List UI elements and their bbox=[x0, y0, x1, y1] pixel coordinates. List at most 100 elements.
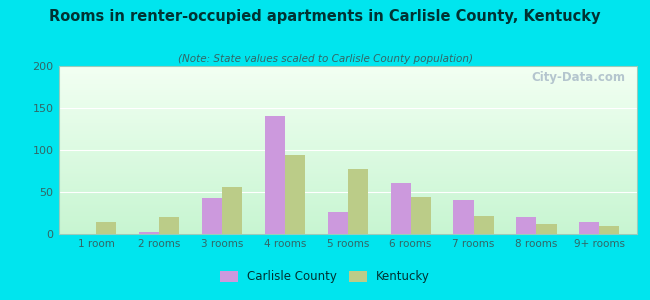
Bar bbox=[58, 198, 637, 199]
Bar bbox=[58, 149, 637, 150]
Bar bbox=[58, 166, 637, 167]
Bar bbox=[58, 100, 637, 101]
Bar bbox=[58, 186, 637, 187]
Bar bbox=[58, 71, 637, 72]
Bar bbox=[58, 89, 637, 90]
Bar bbox=[58, 81, 637, 82]
Bar bbox=[58, 76, 637, 77]
Bar bbox=[58, 146, 637, 147]
Bar bbox=[58, 184, 637, 185]
Bar bbox=[58, 75, 637, 76]
Bar bbox=[58, 163, 637, 164]
Bar bbox=[58, 232, 637, 233]
Bar bbox=[58, 98, 637, 99]
Bar bbox=[58, 207, 637, 208]
Bar bbox=[58, 216, 637, 217]
Bar bbox=[58, 168, 637, 169]
Bar bbox=[58, 181, 637, 182]
Bar bbox=[58, 200, 637, 201]
Bar bbox=[58, 94, 637, 95]
Bar bbox=[58, 185, 637, 186]
Bar bbox=[58, 180, 637, 181]
Bar bbox=[58, 135, 637, 136]
Text: (Note: State values scaled to Carlisle County population): (Note: State values scaled to Carlisle C… bbox=[177, 54, 473, 64]
Bar bbox=[58, 209, 637, 210]
Bar bbox=[58, 176, 637, 177]
Bar bbox=[58, 231, 637, 232]
Bar bbox=[58, 173, 637, 174]
Bar bbox=[58, 110, 637, 111]
Bar bbox=[536, 224, 556, 234]
Bar bbox=[58, 147, 637, 148]
Bar bbox=[58, 78, 637, 79]
Bar bbox=[58, 190, 637, 191]
Bar bbox=[58, 127, 637, 128]
Bar bbox=[58, 220, 637, 221]
Bar bbox=[58, 93, 637, 94]
Bar bbox=[58, 175, 637, 176]
Bar bbox=[58, 121, 637, 122]
Bar bbox=[58, 155, 637, 156]
Bar bbox=[579, 222, 599, 234]
Bar bbox=[58, 90, 637, 91]
Bar bbox=[58, 213, 637, 214]
Bar bbox=[58, 144, 637, 145]
Bar bbox=[58, 104, 637, 105]
Bar bbox=[58, 118, 637, 119]
Bar bbox=[58, 219, 637, 220]
Bar bbox=[58, 157, 637, 158]
Bar bbox=[58, 164, 637, 165]
Bar bbox=[58, 152, 637, 153]
Bar bbox=[58, 105, 637, 106]
Bar bbox=[58, 66, 637, 67]
Bar bbox=[58, 91, 637, 92]
Bar bbox=[159, 217, 179, 234]
Bar bbox=[58, 133, 637, 134]
Bar bbox=[58, 114, 637, 115]
Bar bbox=[265, 116, 285, 234]
Bar bbox=[58, 229, 637, 230]
Bar bbox=[58, 69, 637, 70]
Bar bbox=[58, 70, 637, 71]
Bar bbox=[58, 201, 637, 202]
Bar bbox=[473, 216, 493, 234]
Bar bbox=[58, 124, 637, 125]
Bar bbox=[328, 212, 348, 234]
Bar bbox=[58, 150, 637, 151]
Bar bbox=[58, 120, 637, 121]
Bar bbox=[58, 139, 637, 140]
Bar bbox=[58, 223, 637, 224]
Bar bbox=[58, 106, 637, 107]
Bar bbox=[58, 179, 637, 180]
Text: City-Data.com: City-Data.com bbox=[532, 71, 625, 84]
Bar bbox=[58, 85, 637, 86]
Bar bbox=[58, 194, 637, 195]
Bar bbox=[58, 111, 637, 112]
Bar bbox=[58, 108, 637, 109]
Bar bbox=[58, 160, 637, 161]
Bar bbox=[58, 140, 637, 141]
Bar bbox=[454, 200, 473, 234]
Bar bbox=[58, 113, 637, 114]
Bar bbox=[222, 187, 242, 234]
Bar bbox=[58, 125, 637, 126]
Bar bbox=[58, 99, 637, 100]
Bar bbox=[58, 192, 637, 193]
Bar bbox=[58, 208, 637, 209]
Bar bbox=[58, 148, 637, 149]
Bar bbox=[58, 84, 637, 85]
Bar bbox=[58, 158, 637, 159]
Bar bbox=[58, 210, 637, 211]
Legend: Carlisle County, Kentucky: Carlisle County, Kentucky bbox=[215, 266, 435, 288]
Bar bbox=[58, 162, 637, 163]
Bar bbox=[58, 119, 637, 120]
Bar bbox=[58, 137, 637, 138]
Bar bbox=[58, 227, 637, 228]
Bar bbox=[58, 79, 637, 80]
Bar bbox=[58, 143, 637, 144]
Bar bbox=[58, 211, 637, 212]
Bar bbox=[58, 196, 637, 197]
Bar bbox=[58, 204, 637, 205]
Bar bbox=[202, 198, 222, 234]
Bar bbox=[391, 183, 411, 234]
